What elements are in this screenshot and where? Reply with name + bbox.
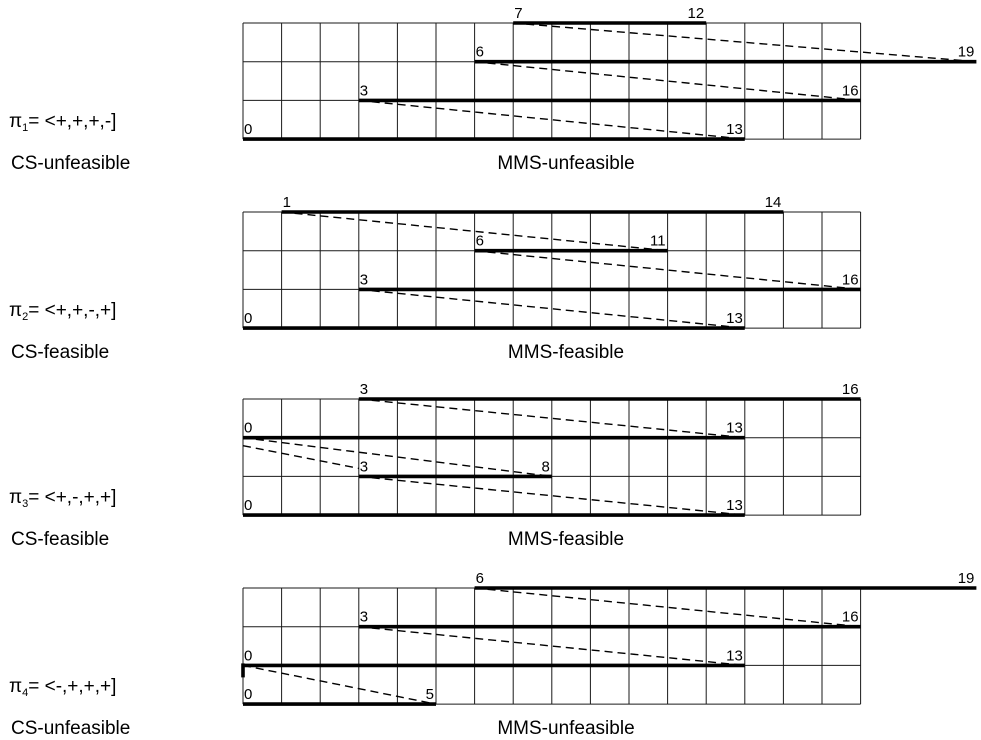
mms-status-label: MMS-unfeasible xyxy=(497,718,634,739)
cs-status-label: CS-feasible xyxy=(11,342,109,363)
interval: 0 13 xyxy=(243,310,745,330)
policy-subscript: 1 xyxy=(22,122,28,134)
policy-symbol: π xyxy=(9,487,22,508)
interval: 6 19 xyxy=(474,570,977,590)
interval: 0 13 xyxy=(243,647,745,668)
policy-expression: = <+,+,-,+] xyxy=(28,300,116,321)
interval: 0 13 xyxy=(243,121,745,141)
policy-label: π1= <+,+,+,-] xyxy=(9,111,116,134)
policy-label: π4= <-,+,+,+] xyxy=(9,676,116,699)
policy-symbol: π xyxy=(9,111,22,132)
interval-end-label: 19 xyxy=(958,570,975,587)
panel-1: 0 13 3 16 6 19 7 12 π1= <+,+,+,-] CS-unfeasible MM… xyxy=(9,5,977,174)
mms-status-label: MMS-feasible xyxy=(508,529,624,550)
interval-start-label: 6 xyxy=(476,233,484,250)
interval-end-label: 12 xyxy=(688,5,705,22)
interval-start-label: 0 xyxy=(244,686,252,703)
interval: 6 11 xyxy=(474,233,668,253)
interval: 3 16 xyxy=(358,82,861,103)
interval: 3 16 xyxy=(358,609,861,629)
interval-start-label: 1 xyxy=(283,194,291,211)
grid xyxy=(242,587,862,705)
dashed-connector xyxy=(242,445,359,470)
interval: 7 12 xyxy=(513,5,707,25)
interval-end-label: 5 xyxy=(426,686,434,703)
cs-status-label: CS-unfeasible xyxy=(11,153,130,174)
policy-expression: = <+,-,+,+] xyxy=(28,487,116,508)
interval-end-label: 11 xyxy=(650,233,666,250)
interval-start-label: 0 xyxy=(244,420,252,437)
policy-symbol: π xyxy=(9,676,22,697)
interval-start-label: 3 xyxy=(360,609,368,626)
grid xyxy=(242,211,862,329)
interval-end-label: 8 xyxy=(541,458,549,475)
policy-subscript: 3 xyxy=(22,498,28,510)
policy-subscript: 4 xyxy=(22,687,28,699)
interval-end-label: 13 xyxy=(726,121,743,138)
interval-end-label: 14 xyxy=(765,194,782,211)
interval-start-label: 0 xyxy=(244,647,252,664)
interval-end-label: 16 xyxy=(842,271,859,288)
grid xyxy=(242,22,862,140)
interval-start-label: 3 xyxy=(360,381,368,398)
interval-start-label: 7 xyxy=(514,5,522,22)
interval: 0 13 xyxy=(243,420,745,440)
interval-start-label: 6 xyxy=(476,570,484,587)
mms-status-label: MMS-feasible xyxy=(508,342,624,363)
interval-end-label: 13 xyxy=(726,497,743,514)
interval-end-label: 13 xyxy=(726,420,743,437)
interval-start-label: 3 xyxy=(360,271,368,288)
policy-label: π3= <+,-,+,+] xyxy=(9,487,116,510)
interval: 6 19 xyxy=(474,44,977,64)
grid xyxy=(242,398,862,516)
interval-end-label: 16 xyxy=(842,82,859,99)
mms-status-label: MMS-unfeasible xyxy=(497,153,634,174)
dashed-connector xyxy=(242,664,437,705)
interval: 3 16 xyxy=(358,271,861,292)
interval-end-label: 19 xyxy=(958,44,975,61)
policy-expression: = <+,+,+,-] xyxy=(28,111,116,132)
policy-symbol: π xyxy=(9,300,22,321)
interval: 1 14 xyxy=(281,194,784,214)
interval-end-label: 13 xyxy=(726,310,743,327)
policy-label: π2= <+,+,-,+] xyxy=(9,300,116,323)
interval-end-label: 13 xyxy=(726,647,743,664)
interval-end-label: 16 xyxy=(842,609,859,626)
interval-start-label: 0 xyxy=(244,121,252,138)
policy-expression: = <-,+,+,+] xyxy=(28,676,116,697)
interval-start-label: 3 xyxy=(360,82,368,99)
interval-start-label: 0 xyxy=(244,310,252,327)
interval: 0 13 xyxy=(243,497,745,517)
interval-start-label: 3 xyxy=(360,458,368,475)
interval: 3 16 xyxy=(358,381,861,401)
interval-end-label: 16 xyxy=(842,381,859,398)
interval-start-label: 6 xyxy=(476,44,484,61)
cs-status-label: CS-feasible xyxy=(11,529,109,550)
interval-start-label: 0 xyxy=(244,497,252,514)
cs-status-label: CS-unfeasible xyxy=(11,718,130,739)
policy-subscript: 2 xyxy=(22,311,28,323)
